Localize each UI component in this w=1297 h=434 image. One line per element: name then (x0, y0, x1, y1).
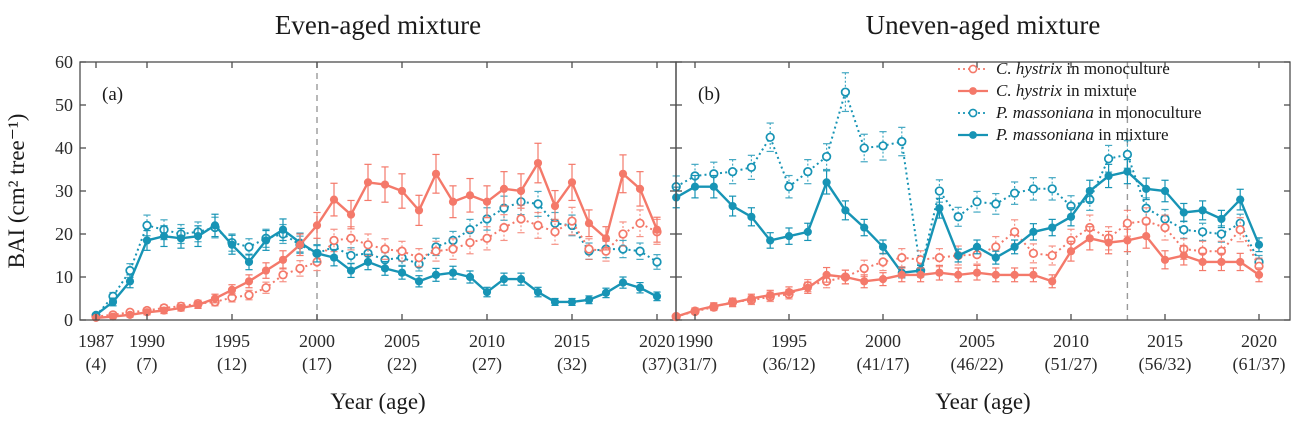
series-pm-mono (671, 72, 1264, 278)
series-line (95, 217, 658, 318)
legend-item-pm-mono: P. massoniana in monoculture (958, 103, 1202, 122)
x-tick-age-label: (4) (86, 354, 107, 375)
series-pm-mix (91, 213, 662, 319)
plot-frame (79, 61, 677, 321)
series-markers (672, 232, 1264, 321)
legend-item-pm-mix: P. massoniana in mixture (958, 125, 1169, 144)
series-markers (671, 216, 1264, 322)
x-tick-age-label: (56/32) (1139, 354, 1192, 375)
x-tick-year-label: 2020 (1241, 331, 1277, 351)
y-tick-label: 50 (55, 95, 73, 115)
x-tick-age-label: (31/7) (673, 354, 717, 375)
x-tick-age-label: (51/27) (1045, 354, 1098, 375)
legend-marker (969, 131, 977, 139)
panel-letter: (b) (698, 84, 720, 105)
x-tick-age-label: (27) (472, 354, 502, 375)
series-pm-mix (672, 159, 1264, 279)
x-tick-year-label: 2020 (639, 331, 675, 351)
x-tick-age-label: (37) (642, 354, 672, 375)
legend-marker (969, 87, 977, 95)
x-tick-age-label: (32) (557, 354, 587, 375)
x-tick-year-label: 2005 (959, 331, 995, 351)
x-tick-year-label: 1995 (214, 331, 250, 351)
x-tick-age-label: (61/37) (1233, 354, 1286, 375)
x-axis-label: Year (age) (935, 389, 1030, 414)
series-markers (672, 167, 1264, 277)
x-tick-age-label: (46/22) (951, 354, 1004, 375)
series-markers (91, 221, 662, 319)
legend-label: C. hystrix in monoculture (996, 59, 1170, 78)
legend-label: P. massoniana in mixture (995, 125, 1169, 144)
legend-item-ch-mono: C. hystrix in monoculture (958, 59, 1170, 78)
panel-title: Even-aged mixture (275, 10, 481, 40)
panel-a: 0 10 20 30 40 50 60 1987 (4) 1990 (7) 1995 (12) 2000 (… (55, 10, 677, 414)
series-ch-mix (672, 223, 1264, 321)
x-tick-year-label: 2010 (1053, 331, 1089, 351)
legend-item-ch-mix: C. hystrix in mixture (958, 81, 1137, 100)
y-tick-label: 40 (55, 138, 73, 158)
x-tick-year-label: 1987 (78, 331, 114, 351)
x-tick-year-label: 1995 (771, 331, 807, 351)
legend: C. hystrix in monoculture C. hystrix in m… (958, 59, 1202, 144)
x-tick-age-label: (17) (302, 354, 332, 375)
y-axis-label: BAI (cm² tree⁻¹) (4, 114, 29, 269)
x-tick-age-label: (36/12) (763, 354, 816, 375)
x-tick-age-label: (7) (137, 354, 158, 375)
x-tick-year-label: 1990 (677, 331, 713, 351)
y-tick-label: 10 (55, 267, 73, 287)
error-bars (672, 207, 1263, 319)
series-line (95, 200, 658, 317)
x-tick-year-label: 2000 (299, 331, 335, 351)
series-line (95, 160, 659, 320)
x-tick-year-label: 2010 (469, 331, 505, 351)
x-tick-year-label: 2005 (384, 331, 420, 351)
plot-frame (675, 61, 1291, 321)
series-markers (671, 87, 1264, 276)
legend-marker (968, 108, 978, 118)
panel-letter: (a) (102, 84, 123, 105)
x-tick-age-label: (22) (387, 354, 417, 375)
series-ch-mix (91, 142, 662, 322)
x-tick-age-label: (41/17) (857, 354, 910, 375)
x-tick-age-label: (12) (217, 354, 247, 375)
panel-b: 1990 (31/7) 1995 (36/12) 2000 (41/17) 2005 (46/… (671, 10, 1291, 414)
y-tick-label: 20 (55, 224, 73, 244)
y-tick-label: 0 (64, 310, 73, 330)
y-tick-label: 60 (55, 52, 73, 72)
x-tick-year-label: 2015 (1147, 331, 1183, 351)
error-bars (672, 159, 1263, 279)
y-tick-label: 30 (55, 181, 73, 201)
x-tick-year-label: 2015 (554, 331, 590, 351)
x-tick-year-label: 2000 (865, 331, 901, 351)
legend-marker (968, 64, 978, 74)
series-line (675, 220, 1260, 318)
legend-label: C. hystrix in mixture (996, 81, 1137, 100)
series-line (95, 223, 658, 316)
series-line (675, 234, 1260, 318)
legend-label: P. massoniana in monoculture (995, 103, 1202, 122)
series-ch-mono (671, 207, 1264, 322)
x-axis-label: Year (age) (330, 389, 425, 414)
panel-title: Uneven-aged mixture (866, 10, 1101, 40)
x-tick-year-label: 1990 (129, 331, 165, 351)
